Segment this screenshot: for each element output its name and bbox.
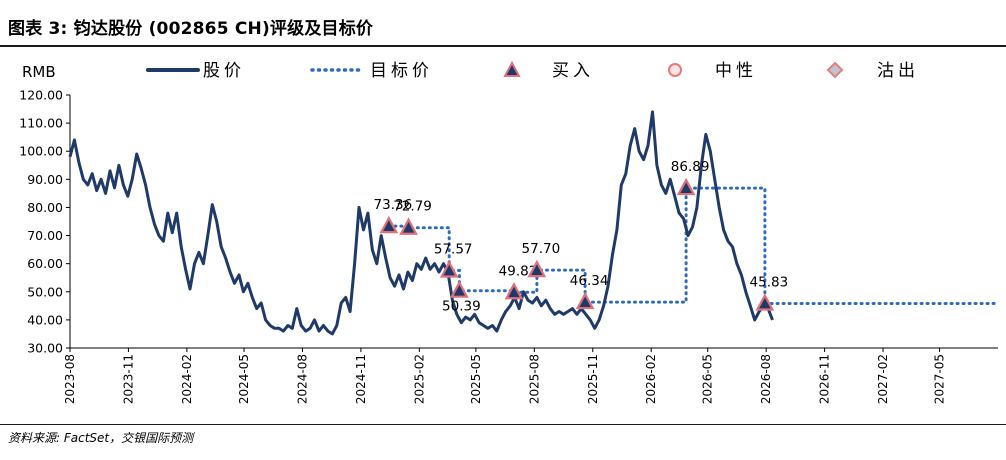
x-tick-label: 2027-02 [876,354,890,404]
legend-label: 沽出 [877,61,919,81]
source-note: 资料来源: FactSet，交银国际预测 [8,431,194,445]
legend-label: 目标价 [370,61,433,81]
buy-marker [439,260,459,278]
legend-label: 股价 [203,61,245,81]
x-tick-label: 2023-11 [121,354,135,404]
buy-marker [527,259,547,278]
legend-label: 买入 [552,61,594,81]
target-value-label: 50.39 [442,299,481,315]
y-tick-label: 80.00 [27,200,63,215]
y-tick-label: 40.00 [27,312,63,327]
legend-diamond-icon [826,61,844,79]
x-tick-label: 2026-02 [644,354,658,404]
x-tick-label: 2025-08 [527,354,541,404]
y-tick-label: 110.00 [19,116,63,131]
x-tick-label: 2023-08 [63,354,77,404]
y-tick-label: 120.00 [19,88,63,103]
y-tick-label: 100.00 [19,144,63,159]
x-tick-label: 2025-05 [469,354,483,404]
target-value-label: 46.34 [570,273,609,289]
buy-marker [676,177,696,196]
y-tick-label: 30.00 [27,341,63,356]
y-tick-label: 70.00 [27,228,63,243]
axes: 30.00 40.00 50.00 60.00 70.00 80.00 90.00 100.0… [19,88,998,404]
price-target-chart: RMB 股价 目标价 买入 中性 沽出 30.00 40.00 50.00 60.00 70.0… [19,60,1000,404]
price-line [68,110,774,336]
legend-item: 目标价 [310,61,433,81]
x-tick-label: 2026-05 [701,354,715,404]
legend-item: 沽出 [826,61,919,81]
legend-item: 中性 [668,61,757,81]
y-tick-label: 90.00 [27,172,63,187]
target-value-label: 57.70 [522,241,561,257]
price-layer [68,110,774,336]
title-divider [0,45,1006,47]
x-tick-label: 2027-05 [933,354,947,404]
x-tick-label: 2024-08 [295,354,309,404]
y-tick-label: 50.00 [27,284,63,299]
target-value-label: 45.83 [750,275,789,291]
x-tick-label: 2026-11 [818,354,832,404]
legend-label: 中性 [715,61,757,81]
target-value-label: 72.79 [393,199,432,215]
target-value-label: 49.82 [499,263,538,279]
target-price-line [387,186,1000,305]
buy-marker [379,215,399,234]
target-price-layer [387,186,1000,305]
buy-marker [575,291,595,310]
legend-triangle-icon [503,60,521,77]
x-tick-label: 2024-05 [237,354,251,404]
buy-marker [755,293,775,311]
buy-marker [504,281,524,300]
footer-divider [0,424,1006,425]
y-tick-label: 60.00 [27,256,63,271]
buy-marker [399,217,418,235]
buy-marker [450,280,469,298]
x-tick-label: 2025-11 [586,354,600,404]
figure-title: 图表 3: 钧达股份 (002865 CH)评级及目标价 [8,19,374,39]
x-tick-label: 2024-02 [180,354,194,404]
legend-item: 股价 [146,61,245,81]
x-tick-label: 2024-11 [354,354,368,404]
legend-item: 买入 [503,60,594,81]
target-value-label: 73.36 [374,197,413,213]
target-value-label: 57.57 [434,241,473,257]
legend: 股价 目标价 买入 中性 沽出 [146,60,919,81]
x-tick-label: 2026-08 [759,354,773,404]
legend-circle-icon [668,63,682,77]
target-value-label: 86.89 [671,159,710,175]
x-tick-label: 2025-02 [412,354,426,404]
y-axis-label: RMB [22,63,56,81]
